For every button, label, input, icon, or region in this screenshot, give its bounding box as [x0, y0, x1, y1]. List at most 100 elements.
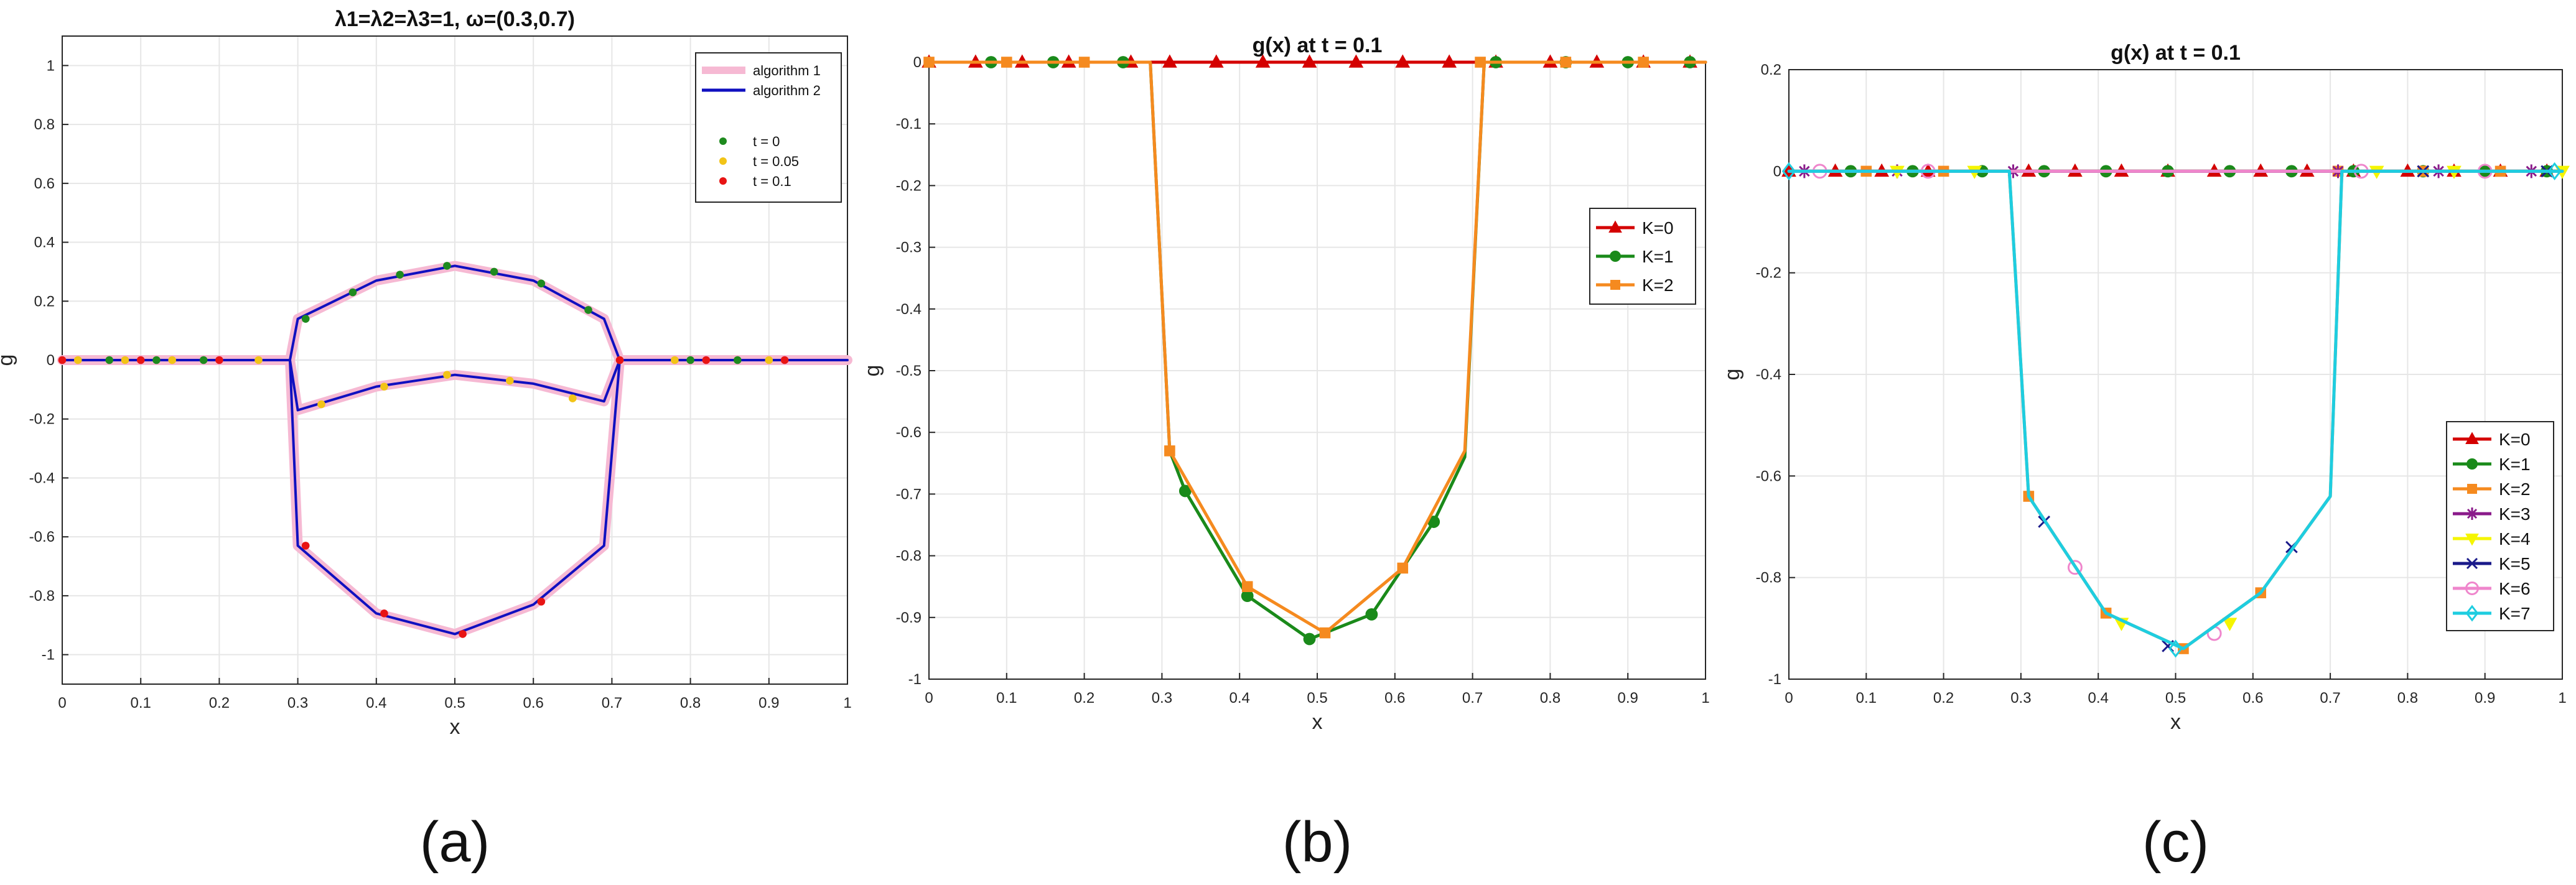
y-tick-label: -0.4	[1756, 366, 1781, 383]
series-k-2	[923, 57, 1707, 639]
legend-marker	[2465, 605, 2479, 622]
y-tick-label: 0.2	[34, 293, 55, 310]
y-tick-label: 1	[47, 57, 55, 74]
chart-panel-1: 0 0.1 0.2 0.3 0.4 0.5 0.6 0.7 0.8 0.9 1 -1 -0.8 -0.6 -…	[0, 7, 852, 874]
data-point	[2222, 618, 2238, 631]
data-point	[215, 356, 223, 364]
data-point	[1255, 54, 1271, 68]
y-tick-label: -0.8	[896, 548, 922, 565]
y-axis-label: g	[1720, 369, 1744, 381]
data-point	[1427, 516, 1440, 528]
data-point	[1164, 445, 1175, 456]
data-point	[380, 382, 388, 391]
series-t-0-05	[73, 356, 773, 409]
data-point	[121, 356, 129, 364]
y-tick-label: -0.8	[29, 588, 55, 605]
legend-label: K=2	[1642, 276, 1674, 295]
data-point	[780, 356, 789, 364]
y-tick-label: -0.5	[896, 363, 922, 379]
data-point	[317, 400, 325, 409]
y-tick-label: -0.4	[896, 301, 922, 318]
chart-title: g(x) at t = 0.1	[2111, 41, 2241, 65]
x-tick-label: 0.6	[1384, 690, 1405, 707]
data-point	[1397, 562, 1409, 574]
y-tick-label: 0	[913, 54, 922, 71]
x-tick-label: 0.5	[1307, 690, 1327, 707]
series-k-7	[1781, 162, 2564, 658]
data-point	[58, 356, 67, 364]
data-point	[923, 57, 935, 68]
y-tick-label: -1	[42, 647, 55, 664]
x-tick-label: 0	[925, 690, 933, 707]
legend-label: t = 0	[753, 134, 780, 149]
data-point	[2547, 162, 2562, 180]
data-point	[734, 356, 742, 364]
x-tick-label: 0.2	[1933, 690, 1954, 707]
y-axis-label: g	[0, 354, 17, 366]
data-point	[199, 356, 208, 364]
legend-label: K=1	[1642, 247, 1674, 266]
data-point	[1348, 54, 1364, 68]
legend-swatch	[719, 157, 727, 165]
legend-label: K=5	[2499, 554, 2531, 573]
y-tick-label: 0.2	[1761, 62, 1781, 78]
series-line	[1787, 169, 2564, 651]
legend-marker	[2465, 582, 2479, 595]
series-algorithm-2	[288, 359, 622, 636]
y-tick-label: -1	[908, 671, 922, 688]
x-tick-label: 0.6	[2242, 690, 2263, 707]
x-tick-label: 0.2	[209, 695, 230, 711]
x-tick-label: 0.8	[1540, 690, 1561, 707]
x-tick-label: 0.4	[366, 695, 386, 711]
legend-swatch	[719, 137, 727, 145]
data-point	[615, 356, 624, 364]
y-tick-label: 0	[47, 352, 55, 369]
legend-marker	[2466, 507, 2478, 520]
y-tick-label: -0.9	[896, 609, 922, 626]
legend-label: K=3	[2499, 504, 2531, 524]
panel-caption: (b)	[1282, 810, 1352, 874]
data-point	[1365, 608, 1378, 621]
legend-marker	[2466, 557, 2478, 570]
y-tick-label: -0.2	[29, 411, 55, 428]
data-point	[1241, 590, 1254, 602]
panel-caption: (a)	[420, 810, 490, 874]
x-axis-label: x	[2170, 710, 2181, 734]
data-point	[1162, 54, 1177, 68]
data-point	[1303, 632, 1316, 646]
chart-title: g(x) at t = 0.1	[1253, 34, 1383, 57]
x-tick-label: 0.9	[758, 695, 779, 711]
x-tick-label: 0.1	[131, 695, 151, 711]
series-line	[61, 264, 849, 361]
data-point	[459, 630, 467, 638]
data-point	[380, 609, 388, 618]
legend: K=0 K=1 K=2 K=3 K=4 K=5 K=6 K=7	[2446, 421, 2554, 631]
x-tick-label: 0.5	[444, 695, 465, 711]
legend-label: K=7	[2499, 604, 2531, 623]
x-tick-label: 0.7	[2320, 690, 2340, 707]
y-tick-label: -0.6	[1756, 468, 1781, 484]
y-tick-label: 0.4	[34, 234, 55, 251]
legend-label: algorithm 1	[753, 63, 821, 78]
data-point	[396, 271, 404, 279]
x-tick-label: 0.7	[602, 695, 622, 711]
legend-label: algorithm 2	[753, 83, 821, 98]
data-point	[2067, 560, 2083, 575]
y-tick-label: 0.8	[34, 116, 55, 133]
x-tick-label: 0.8	[680, 695, 701, 711]
y-tick-label: -0.6	[29, 529, 55, 545]
legend-label: K=1	[2499, 455, 2531, 474]
legend-swatch	[719, 177, 727, 185]
y-tick-label: -0.4	[29, 470, 55, 486]
chart-panel-2: 0 0.1 0.2 0.3 0.4 0.5 0.6 0.7 0.8 0.9 1 -1 -0.9 -0.8 -…	[861, 34, 1710, 874]
series-algorithm-2	[61, 264, 849, 361]
data-point	[537, 279, 546, 288]
data-point	[301, 315, 310, 323]
legend-label: K=4	[2499, 529, 2531, 549]
data-point	[443, 262, 451, 270]
data-point	[1395, 54, 1411, 68]
legend-box	[695, 52, 842, 203]
data-point	[105, 356, 114, 364]
data-point	[765, 356, 773, 364]
data-point	[1178, 484, 1192, 498]
